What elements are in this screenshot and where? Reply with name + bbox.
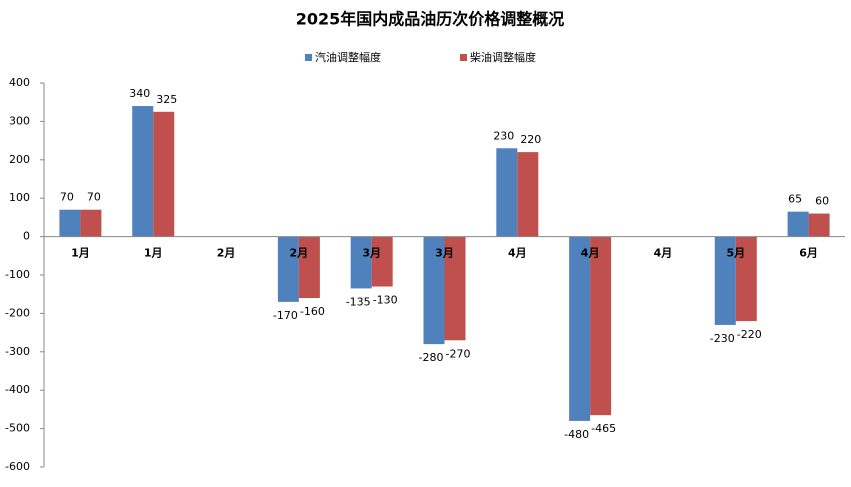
bar [132,106,154,237]
bar [371,236,393,287]
y-tick-label: -400 [5,383,30,396]
legend-label: 汽油调整幅度 [315,50,381,64]
bar [590,236,612,416]
data-label: 70 [87,191,101,204]
data-label: -220 [737,328,762,341]
data-label: 70 [60,191,74,204]
y-tick-label: -200 [5,306,30,319]
data-label: 65 [788,193,802,206]
x-tick-label: 4月 [508,247,527,260]
x-tick-label: 4月 [654,247,673,260]
data-label: -230 [710,332,735,345]
y-tick-label: -300 [5,345,30,358]
data-label: 325 [156,93,177,106]
x-tick-label: 1月 [71,247,90,260]
bar [423,236,445,345]
bar [277,236,299,302]
data-label: -270 [446,347,471,360]
y-tick-label: 100 [9,191,30,204]
y-tick-label: 300 [9,114,30,127]
bar [808,213,830,237]
x-tick-label: 2月 [217,247,236,260]
data-label: -170 [273,309,298,322]
bar [496,148,518,237]
bar [787,211,809,237]
bar [80,209,102,237]
data-label: 60 [815,195,829,208]
legend-swatch [460,54,467,61]
bar [298,236,320,299]
x-tick-label: 6月 [799,247,818,260]
bar [517,152,539,237]
x-tick-label: 4月 [581,247,600,260]
x-tick-label: 1月 [144,247,163,260]
y-tick-label: 400 [9,76,30,89]
bar [444,236,466,341]
data-label: 340 [129,87,150,100]
data-label: -480 [564,428,589,441]
bar [350,236,372,289]
bar [735,236,757,322]
data-label: 230 [493,129,514,142]
bar [153,111,175,237]
bar [714,236,736,325]
y-tick-label: 0 [23,230,30,243]
data-label: -135 [346,295,371,308]
bar [569,236,591,421]
x-tick-label: 3月 [362,247,381,260]
x-tick-label: 5月 [726,247,745,260]
y-tick-label: -600 [5,460,30,473]
y-tick-label: -100 [5,268,30,281]
y-tick-label: 200 [9,153,30,166]
data-label: -280 [419,351,444,364]
data-label: -465 [591,422,616,435]
chart-title: 2025年国内成品油历次价格调整概况 [296,10,565,29]
x-tick-label: 3月 [435,247,454,260]
data-label: -160 [300,305,325,318]
legend-label: 柴油调整幅度 [470,50,536,64]
x-tick-label: 2月 [290,247,309,260]
data-label: 220 [520,133,541,146]
y-tick-label: -500 [5,422,30,435]
data-label: -130 [373,294,398,307]
legend-swatch [305,54,312,61]
bar [59,209,81,237]
